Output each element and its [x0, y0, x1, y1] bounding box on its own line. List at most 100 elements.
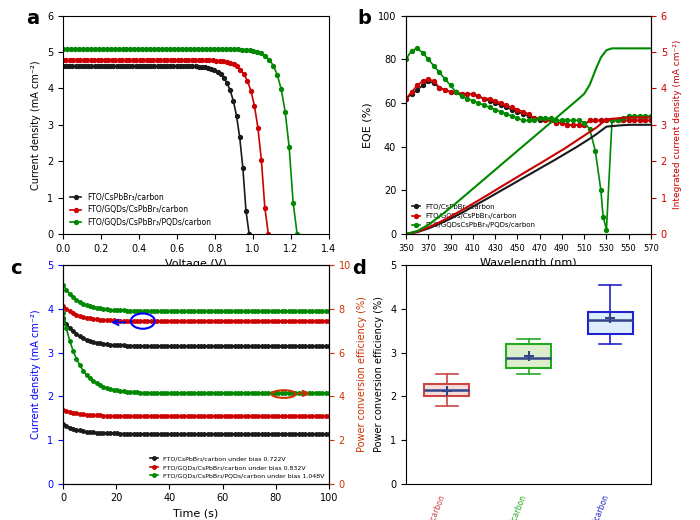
PathPatch shape: [588, 313, 633, 334]
FTO/GQDsCsPbBr₃/PQDs/carbon: [452, 89, 461, 95]
Text: c: c: [10, 258, 22, 278]
FTO/GQDs/CsPbBr₃/carbon under bias 0.832V: [295, 318, 303, 324]
FTO/GQDs/CsPbBr₃/PQDs/carbon: [59, 46, 67, 52]
FTO/GQDs/CsPbBr₃/carbon under bias 0.832V: [230, 318, 239, 324]
FTO/CsPbBr₃/carbon: [608, 118, 616, 124]
FTO/GQDsCsPbBr₃/PQDs/carbon: [624, 113, 633, 119]
FTO/CsPbBr₃/carbon: [647, 118, 655, 124]
FTO/GQDsCsPbBr₃/PQDs/carbon: [569, 118, 577, 124]
FTO/GQDs/CsPbBr₃/PQDs/carbon: [138, 46, 146, 52]
FTO/CsPbBr₃/carbon: [452, 89, 461, 95]
FTO/GQDs/CsPbBr₃/carbon: [541, 118, 550, 124]
Line: FTO/CsPbBr₃/carbon: FTO/CsPbBr₃/carbon: [61, 64, 251, 236]
FTO/GQDs/CsPbBr₃/PQDs/carbon: [126, 46, 134, 52]
FTO/GQDs/CsPbBr₃/carbon: [452, 89, 461, 95]
FTO/GQDs/CsPbBr₃/carbon: [474, 93, 482, 99]
FTO/GQDs/CsPbBr₃/carbon: [419, 78, 427, 84]
FTO/GQDsCsPbBr₃/PQDs/carbon: [496, 109, 505, 115]
FTO/GQDs/CsPbBr₃/PQDs/carbon: [134, 46, 143, 52]
Legend: FTO/CsPbBr₃/carbon, FTO/GQDs/CsPbBr₃/carbon, FTO/GQDsCsPbBr₃/PQDs/carbon: FTO/CsPbBr₃/carbon, FTO/GQDs/CsPbBr₃/car…: [410, 201, 538, 230]
FTO/CsPbBr₃/carbon: [502, 104, 510, 110]
FTO/CsPbBr₃/carbon under bias 0.722V: [241, 343, 249, 349]
FTO/GQDsCsPbBr₃/PQDs/carbon: [552, 118, 561, 124]
FTO/GQDs/CsPbBr₃/carbon: [613, 118, 622, 124]
FTO/GQDs/CsPbBr₃/carbon: [430, 78, 438, 84]
Line: FTO/CsPbBr₃/carbon under bias 0.722V: FTO/CsPbBr₃/carbon under bias 0.722V: [62, 317, 330, 348]
FTO/GQDs/CsPbBr₃/PQDs/carbon: [293, 231, 301, 237]
FTO/GQDsCsPbBr₃/PQDs/carbon: [508, 113, 516, 119]
FTO/GQDs/CsPbBr₃/carbon: [502, 102, 510, 108]
FTO/GQDs/CsPbBr₃/carbon under bias 0.832V: [220, 318, 229, 324]
FTO/GQDs/CsPbBr₃/carbon: [575, 122, 583, 128]
FTO/CsPbBr₃/carbon under bias 0.722V: [230, 343, 239, 349]
FTO/CsPbBr₃/carbon: [480, 96, 488, 102]
FTO/GQDs/CsPbBr₃/carbon: [552, 120, 561, 126]
FTO/GQDsCsPbBr₃/PQDs/carbon: [441, 76, 449, 82]
FTO/GQDsCsPbBr₃/PQDs/carbon: [602, 227, 610, 233]
FTO/CsPbBr₃/carbon: [536, 118, 544, 124]
FTO/GQDsCsPbBr₃/PQDs/carbon: [547, 115, 555, 121]
FTO/CsPbBr₃/carbon: [463, 91, 472, 97]
FTO/GQDs/CsPbBr₃/carbon under bias 0.832V: [59, 303, 67, 309]
FTO/CsPbBr₃/carbon: [602, 118, 610, 124]
FTO/GQDsCsPbBr₃/PQDs/carbon: [413, 45, 421, 51]
FTO/GQDs/CsPbBr₃/carbon: [608, 118, 616, 124]
Text: b: b: [357, 9, 371, 28]
FTO/GQDs/CsPbBr₃/carbon: [558, 120, 566, 126]
FTO/GQDs/CsPbBr₃/carbon: [564, 122, 572, 128]
X-axis label: Voltage (V): Voltage (V): [165, 259, 227, 269]
FTO/CsPbBr₃/carbon under bias 0.722V: [325, 343, 333, 349]
FTO/CsPbBr₃/carbon: [569, 122, 577, 128]
Line: FTO/GQDs/CsPbBr₃/PQDs/carbon: FTO/GQDs/CsPbBr₃/PQDs/carbon: [61, 47, 299, 236]
FTO/GQDs/CsPbBr₃/PQDs/carbon: [206, 46, 214, 52]
FTO/GQDsCsPbBr₃/PQDs/carbon: [613, 118, 622, 124]
FTO/CsPbBr₃/carbon: [176, 63, 184, 69]
FTO/CsPbBr₃/carbon: [113, 63, 121, 69]
FTO/GQDsCsPbBr₃/PQDs/carbon: [430, 63, 438, 69]
FTO/GQDs/CsPbBr₃/carbon: [59, 57, 67, 63]
FTO/GQDs/CsPbBr₃/carbon: [447, 89, 455, 95]
Line: FTO/GQDs/CsPbBr₃/carbon: FTO/GQDs/CsPbBr₃/carbon: [61, 58, 270, 236]
FTO/CsPbBr₃/carbon: [441, 87, 449, 93]
FTO/GQDsCsPbBr₃/PQDs/carbon: [463, 96, 472, 102]
FTO/GQDs/CsPbBr₃/carbon: [480, 96, 488, 102]
FTO/GQDsCsPbBr₃/PQDs/carbon: [502, 111, 510, 117]
FTO/CsPbBr₃/carbon: [119, 63, 127, 69]
FTO/GQDsCsPbBr₃/PQDs/carbon: [524, 118, 533, 124]
FTO/GQDsCsPbBr₃/PQDs/carbon: [419, 49, 427, 56]
FTO/CsPbBr₃/carbon: [59, 63, 67, 69]
FTO/GQDsCsPbBr₃/PQDs/carbon: [580, 120, 589, 126]
FTO/CsPbBr₃/carbon: [624, 118, 633, 124]
FTO/GQDs/CsPbBr₃/carbon: [596, 118, 605, 124]
FTO/GQDs/CsPbBr₃/carbon: [536, 115, 544, 121]
FTO/GQDsCsPbBr₃/PQDs/carbon: [619, 115, 627, 121]
FTO/CsPbBr₃/carbon: [636, 118, 644, 124]
FTO/CsPbBr₃/carbon: [547, 118, 555, 124]
FTO/CsPbBr₃/carbon: [619, 118, 627, 124]
FTO/GQDsCsPbBr₃/PQDs/carbon: [513, 115, 522, 121]
FTO/CsPbBr₃/carbon: [402, 96, 410, 102]
FTO/GQDsCsPbBr₃/PQDs/carbon: [591, 148, 599, 154]
FTO/GQDsCsPbBr₃/PQDs/carbon: [480, 102, 488, 108]
FTO/GQDs/CsPbBr₃/carbon: [547, 118, 555, 124]
Line: FTO/GQDsCsPbBr₃/PQDs/carbon: FTO/GQDsCsPbBr₃/PQDs/carbon: [404, 46, 653, 231]
FTO/CsPbBr₃/carbon: [613, 118, 622, 124]
FTO/GQDsCsPbBr₃/PQDs/carbon: [541, 115, 550, 121]
FTO/GQDsCsPbBr₃/PQDs/carbon: [530, 118, 538, 124]
FTO/CsPbBr₃/carbon: [447, 89, 455, 95]
FTO/GQDs/CsPbBr₃/carbon: [468, 91, 477, 97]
FTO/GQDsCsPbBr₃/PQDs/carbon: [474, 100, 482, 106]
FTO/GQDs/CsPbBr₃/carbon: [524, 111, 533, 117]
FTO/GQDs/CsPbBr₃/carbon: [491, 98, 499, 104]
FTO/GQDs/CsPbBr₃/carbon: [111, 57, 120, 63]
FTO/GQDsCsPbBr₃/PQDs/carbon: [585, 126, 594, 132]
FTO/GQDs/CsPbBr₃/carbon under bias 0.832V: [217, 318, 225, 324]
Line: FTO/GQDs/CsPbBr₃/PQDs/carbon under bias 1.048V: FTO/GQDs/CsPbBr₃/PQDs/carbon under bias …: [62, 283, 330, 313]
FTO/CsPbBr₃/carbon: [122, 63, 130, 69]
FTO/GQDs/CsPbBr₃/carbon: [424, 76, 433, 82]
FTO/CsPbBr₃/carbon: [508, 107, 516, 113]
FTO/CsPbBr₃/carbon: [596, 118, 605, 124]
FTO/GQDs/CsPbBr₃/carbon: [264, 231, 272, 237]
FTO/CsPbBr₃/carbon: [530, 115, 538, 121]
FTO/GQDsCsPbBr₃/PQDs/carbon: [491, 107, 499, 113]
